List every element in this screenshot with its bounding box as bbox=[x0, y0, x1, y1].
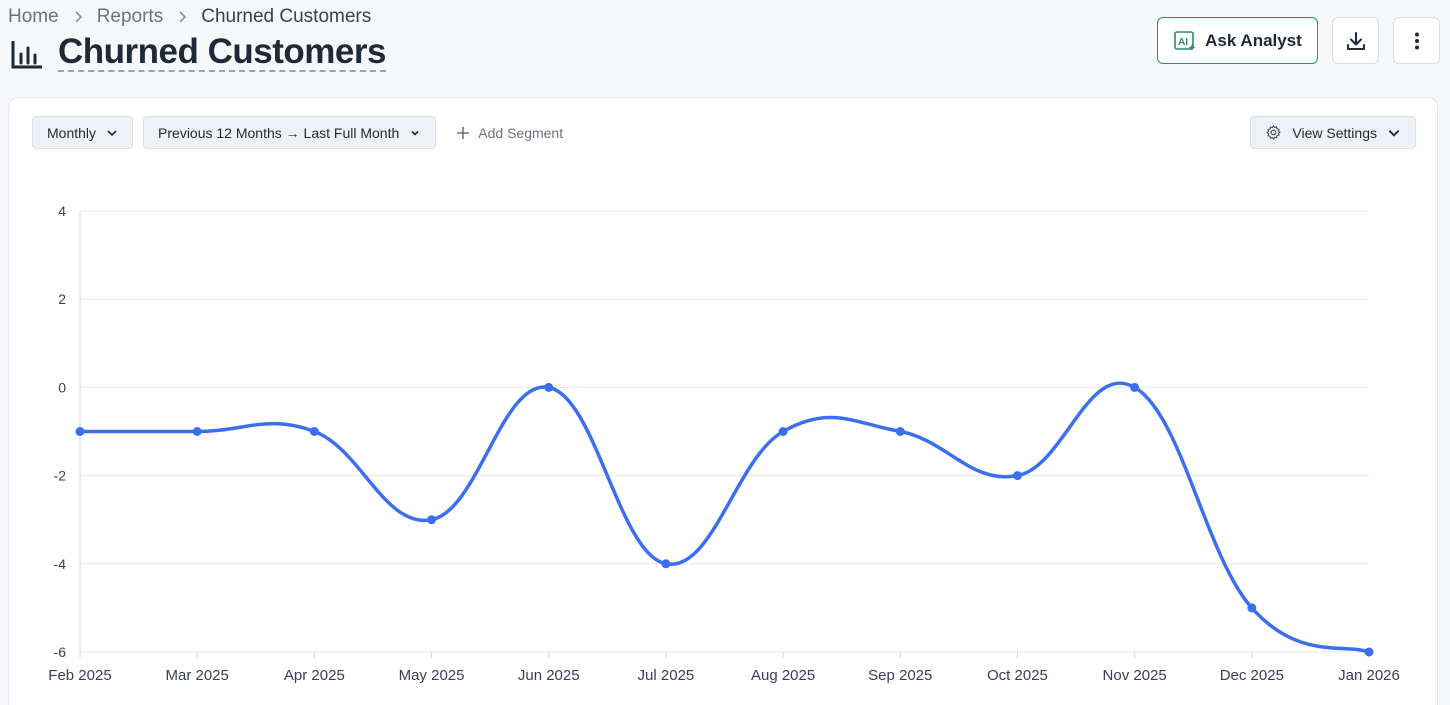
y-tick-label: 4 bbox=[58, 203, 66, 219]
data-point[interactable] bbox=[1012, 471, 1022, 481]
y-tick-label: 2 bbox=[58, 291, 66, 307]
x-tick-label: May 2025 bbox=[399, 667, 465, 684]
breadcrumb-reports[interactable]: Reports bbox=[96, 6, 164, 27]
x-tick-label: Mar 2025 bbox=[165, 667, 228, 684]
more-vertical-icon bbox=[1414, 32, 1419, 49]
more-options-button[interactable] bbox=[1393, 17, 1440, 64]
x-tick-label: Dec 2025 bbox=[1220, 667, 1284, 684]
data-point[interactable] bbox=[309, 427, 319, 436]
y-tick-label: -2 bbox=[54, 468, 67, 484]
data-point[interactable] bbox=[544, 382, 554, 392]
y-tick-label: 0 bbox=[58, 379, 66, 395]
filter-toolbar: Monthly Previous 12 Months → Last Full M… bbox=[32, 116, 563, 149]
date-range-label: Previous 12 Months → Last Full Month bbox=[158, 124, 400, 141]
data-point[interactable] bbox=[661, 559, 671, 569]
data-point[interactable] bbox=[192, 427, 202, 436]
chevron-right-icon bbox=[75, 11, 82, 23]
data-point[interactable] bbox=[1247, 603, 1257, 613]
series-line bbox=[78, 381, 1371, 654]
x-tick-label: Jun 2025 bbox=[518, 667, 580, 684]
chevron-right-icon bbox=[179, 11, 187, 23]
data-point[interactable] bbox=[427, 515, 437, 525]
svg-text:AI: AI bbox=[1178, 37, 1188, 48]
chevron-down-icon bbox=[411, 130, 419, 136]
bar-chart-icon bbox=[11, 41, 42, 69]
breadcrumb-current: Churned Customers bbox=[201, 6, 372, 27]
gear-icon bbox=[1266, 125, 1282, 140]
data-point[interactable] bbox=[1364, 647, 1374, 657]
y-tick-label: -6 bbox=[54, 644, 67, 660]
chevron-down-icon bbox=[107, 129, 117, 136]
x-tick-label: Jan 2026 bbox=[1338, 667, 1400, 684]
add-segment-label: Add Segment bbox=[478, 124, 564, 141]
download-icon bbox=[1346, 31, 1365, 50]
page-title[interactable]: Churned Customers bbox=[58, 32, 386, 72]
breadcrumb: Home Reports Churned Customers bbox=[8, 6, 371, 28]
view-settings-label: View Settings bbox=[1292, 124, 1377, 141]
x-tick-label: Jul 2025 bbox=[638, 667, 695, 684]
granularity-dropdown[interactable]: Monthly bbox=[32, 116, 134, 149]
chevron-down-icon bbox=[1388, 129, 1400, 137]
data-point[interactable] bbox=[1130, 382, 1140, 392]
data-point[interactable] bbox=[895, 427, 905, 436]
x-tick-label: Oct 2025 bbox=[987, 667, 1048, 684]
x-tick-label: Sep 2025 bbox=[868, 667, 932, 684]
date-range-dropdown[interactable]: Previous 12 Months → Last Full Month bbox=[143, 116, 437, 149]
x-tick-label: Feb 2025 bbox=[48, 667, 111, 684]
download-button[interactable] bbox=[1332, 17, 1379, 64]
granularity-label: Monthly bbox=[47, 124, 97, 141]
x-tick-label: Nov 2025 bbox=[1103, 667, 1167, 684]
title-row: Churned Customers bbox=[10, 34, 386, 72]
data-point[interactable] bbox=[75, 427, 85, 436]
add-segment-button[interactable]: Add Segment bbox=[456, 125, 563, 141]
top-actions: AI Ask Analyst bbox=[1157, 17, 1440, 64]
ask-analyst-button[interactable]: AI Ask Analyst bbox=[1157, 17, 1318, 64]
x-tick-label: Aug 2025 bbox=[751, 667, 815, 684]
breadcrumb-home[interactable]: Home bbox=[8, 6, 59, 27]
ai-sparkle-icon: AI bbox=[1174, 30, 1196, 51]
view-settings-button[interactable]: View Settings bbox=[1250, 116, 1416, 149]
y-tick-label: -4 bbox=[54, 556, 67, 572]
x-tick-label: Apr 2025 bbox=[284, 667, 345, 684]
plus-icon bbox=[457, 126, 470, 139]
ask-analyst-label: Ask Analyst bbox=[1205, 30, 1302, 50]
report-panel: Monthly Previous 12 Months → Last Full M… bbox=[8, 97, 1438, 705]
data-point[interactable] bbox=[778, 427, 788, 436]
